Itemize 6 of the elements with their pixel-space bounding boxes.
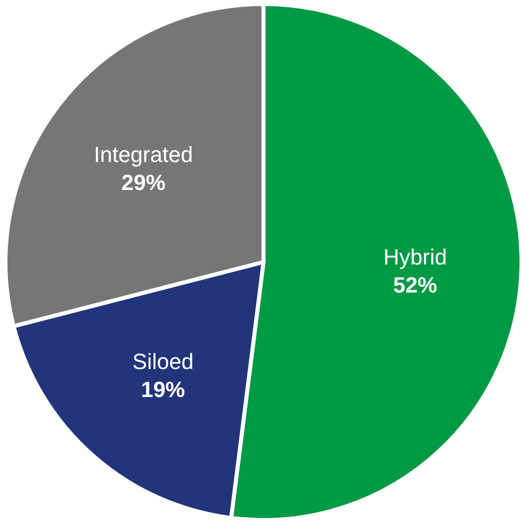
- slice-label: Hybrid: [383, 244, 447, 270]
- slice-label: Siloed: [132, 349, 194, 374]
- data-label: 29%: [121, 170, 166, 195]
- data-label: 19%: [140, 377, 186, 402]
- data-label: 52%: [393, 272, 438, 298]
- slice-label: Integrated: [94, 142, 193, 167]
